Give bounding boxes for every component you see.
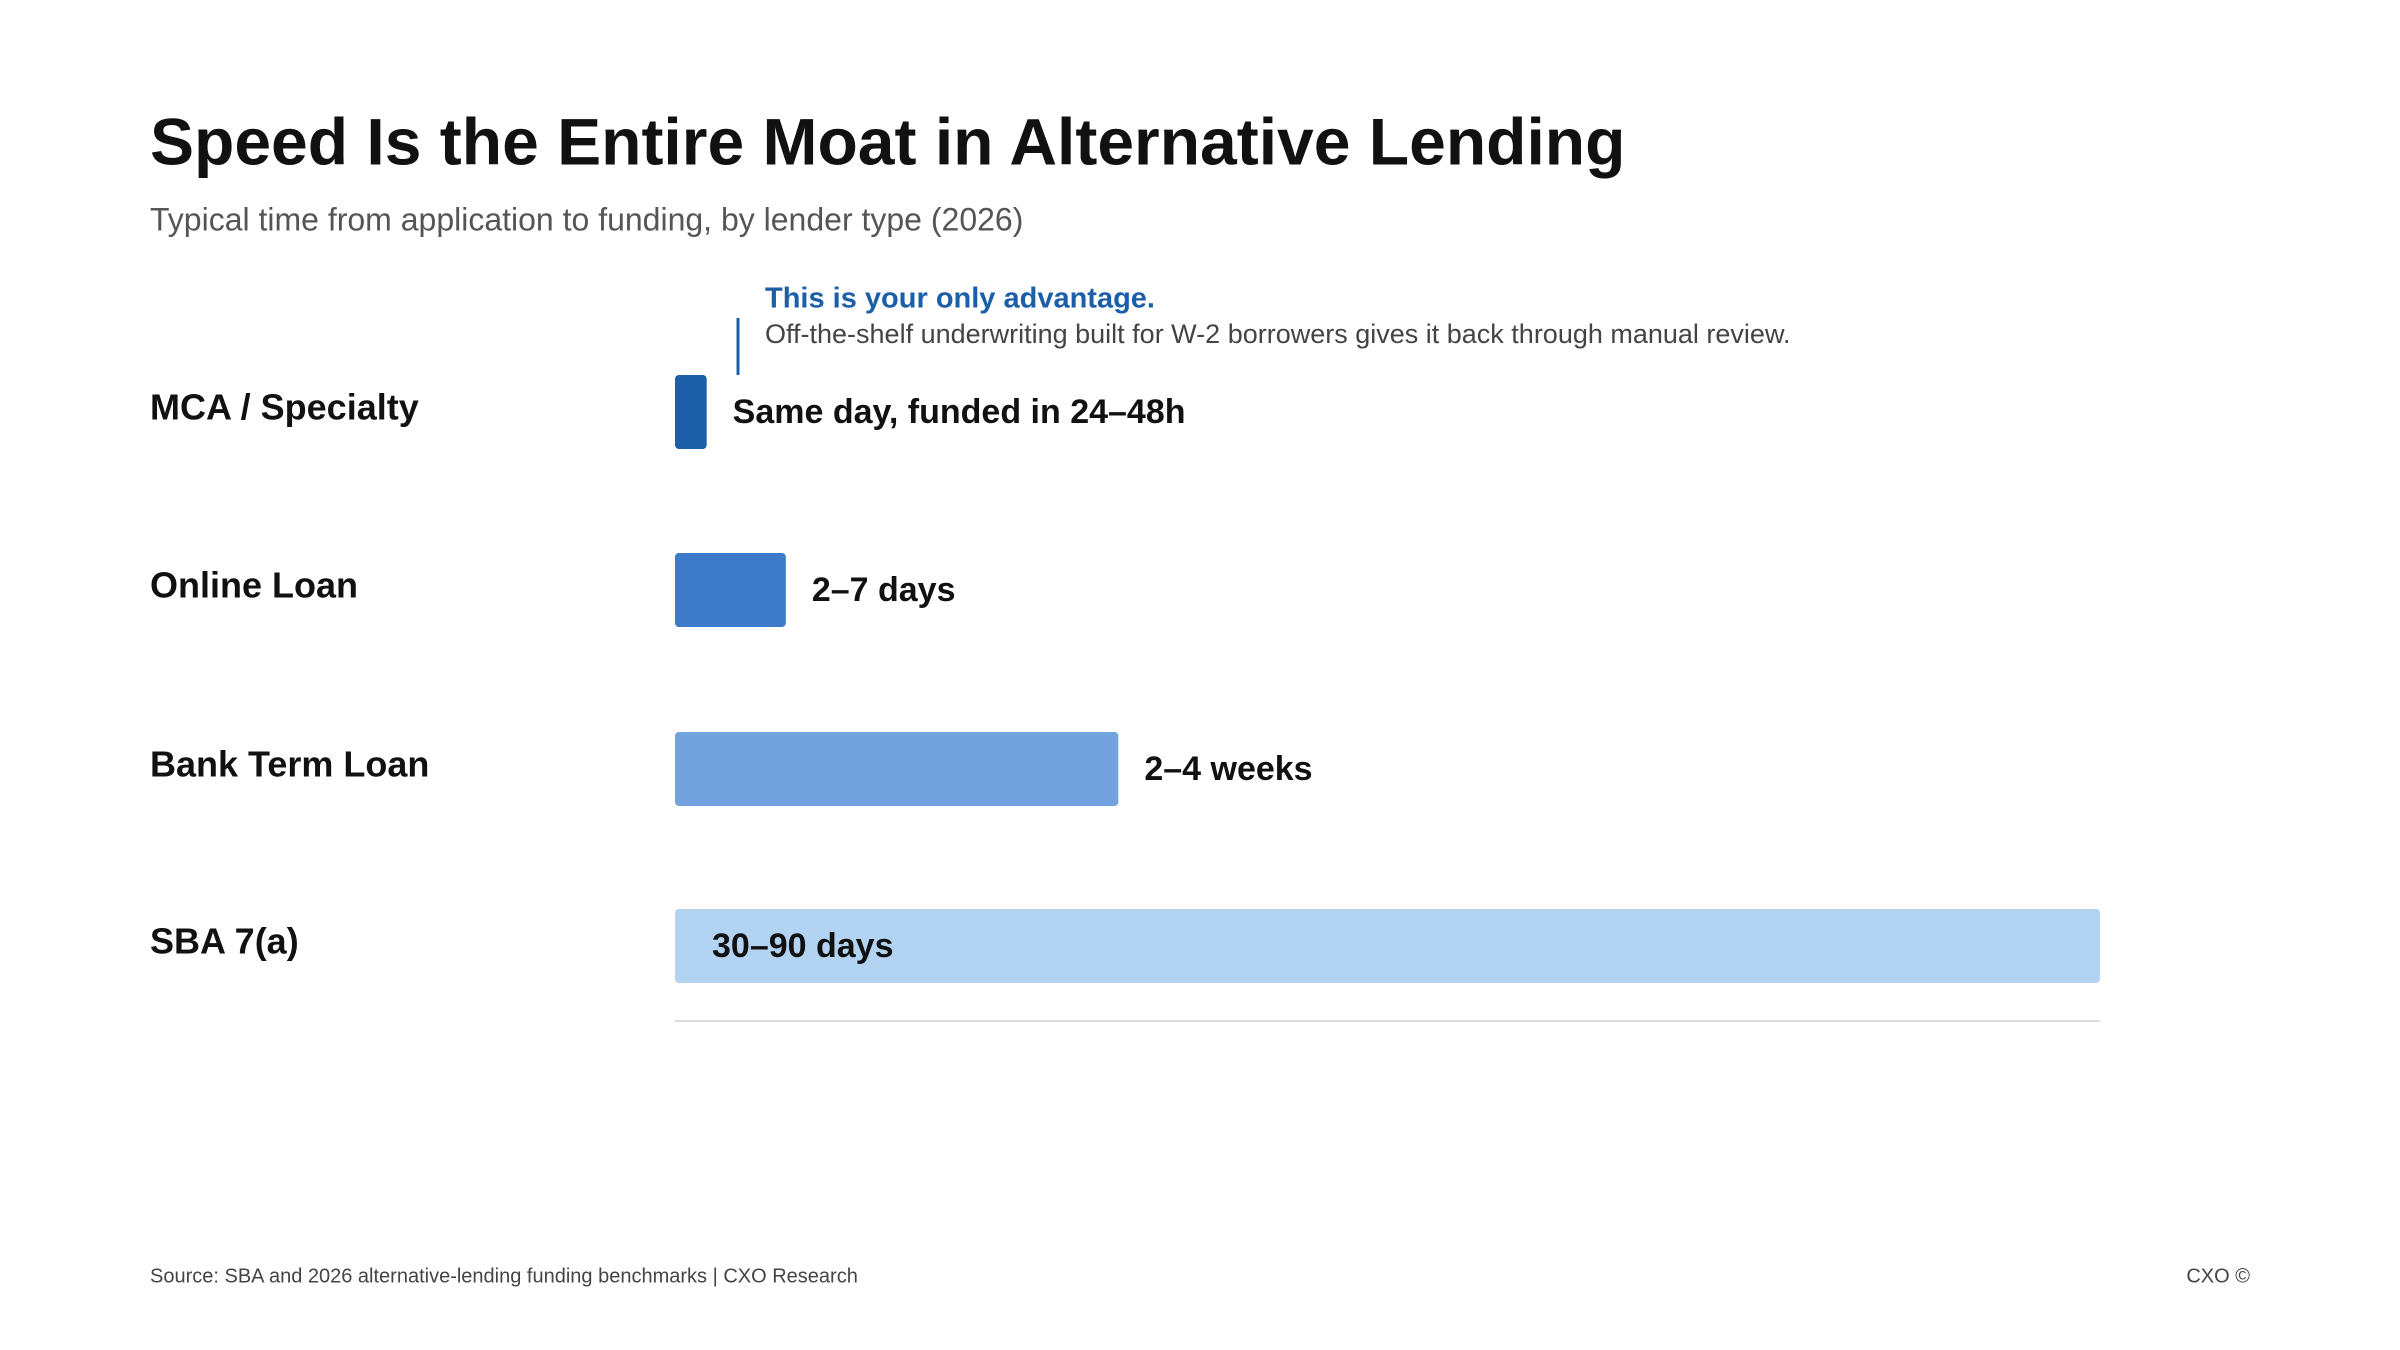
chart-subtitle: Typical time from application to funding… xyxy=(150,201,1023,237)
value-label: 2–4 weeks xyxy=(1144,750,1312,788)
category-label: SBA 7(a) xyxy=(150,921,299,962)
value-label: 2–7 days xyxy=(812,571,956,609)
bar xyxy=(675,375,707,449)
annotation-text: Off-the-shelf underwriting built for W-2… xyxy=(765,319,1790,349)
category-label: Online Loan xyxy=(150,565,358,606)
bar xyxy=(675,909,2100,983)
bar xyxy=(675,553,786,627)
brand: CXO © xyxy=(2186,1265,2250,1287)
chart-title: Speed Is the Entire Moat in Alternative … xyxy=(150,104,1625,178)
category-label: Bank Term Loan xyxy=(150,744,429,785)
value-label: Same day, funded in 24–48h xyxy=(733,393,1186,431)
category-label: MCA / Specialty xyxy=(150,387,419,428)
bar xyxy=(675,732,1119,806)
annotation-title: This is your only advantage. xyxy=(765,283,1155,315)
value-label: 30–90 days xyxy=(712,927,894,965)
source: Source: SBA and 2026 alternative-lending… xyxy=(150,1265,858,1287)
